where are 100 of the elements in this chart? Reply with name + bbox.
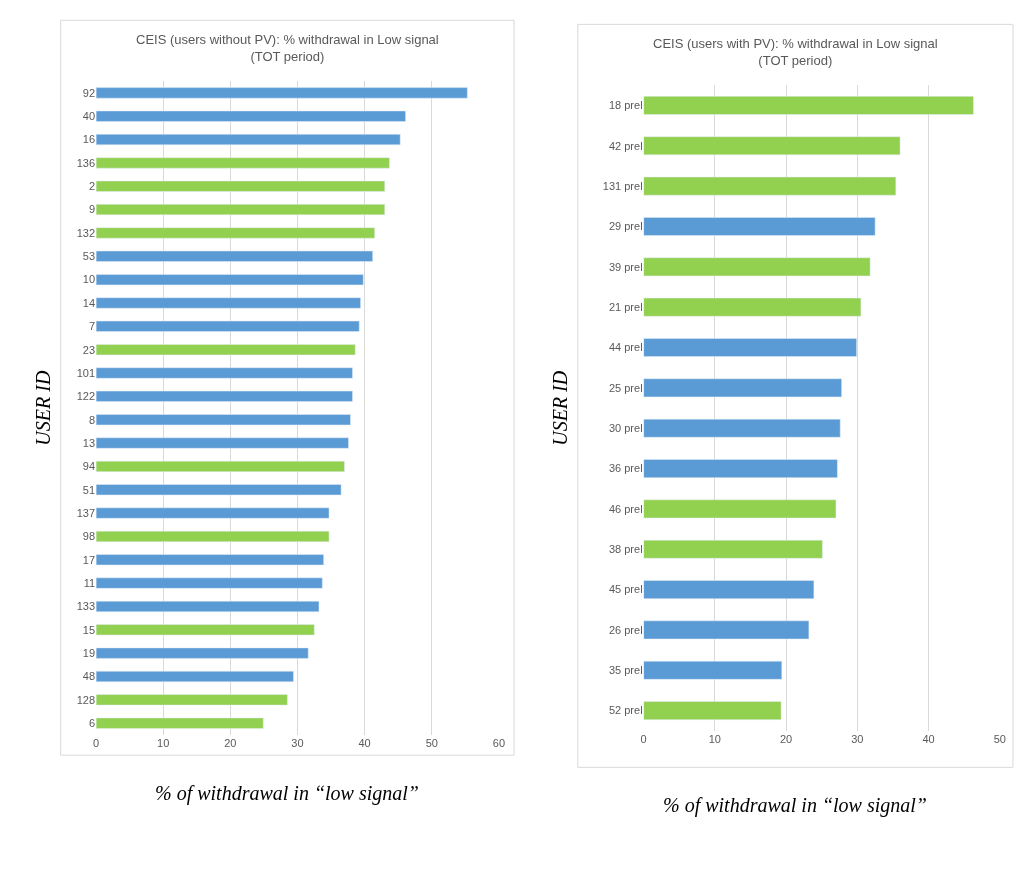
y-tick-label: 92: [82, 86, 96, 99]
bar: [643, 620, 810, 640]
bar: [96, 624, 315, 636]
y-tick-label: 38 prel: [608, 543, 643, 556]
y-tick-label: 45 prel: [608, 583, 643, 596]
bar: [643, 217, 876, 236]
bar: [96, 717, 264, 729]
bar: [96, 87, 468, 99]
bar: [643, 459, 838, 478]
y-tick-label: 51: [82, 483, 96, 496]
bar: [96, 694, 288, 706]
y-axis-title: USER ID: [548, 370, 571, 446]
y-tick-label: 18 prel: [608, 99, 643, 112]
x-tick-label: 10: [157, 736, 170, 749]
bar: [643, 176, 897, 196]
y-tick-label: 136: [76, 156, 96, 169]
y-tick-label: 14: [82, 296, 96, 309]
y-tick-label: 36 prel: [608, 462, 643, 475]
bar: [96, 390, 353, 402]
y-tick-label: 128: [76, 693, 96, 706]
x-tick-label: 0: [93, 736, 100, 749]
bar: [643, 257, 871, 277]
y-tick-label: 15: [82, 623, 96, 636]
x-tick-label: 0: [640, 732, 647, 745]
y-tick-label: 23: [82, 343, 96, 356]
y-tick-label: 137: [76, 506, 96, 519]
bar: [96, 227, 375, 239]
x-tick-label: 30: [851, 732, 864, 745]
bar: [96, 670, 294, 682]
bar: [96, 367, 353, 379]
x-tick-label: 20: [779, 732, 793, 745]
y-tick-label: 53: [82, 250, 96, 263]
bar: [96, 297, 361, 309]
bar: [96, 274, 364, 286]
bar: [96, 180, 386, 192]
x-tick-label: 50: [425, 736, 438, 749]
y-tick-label: 17: [82, 553, 96, 566]
bar: [96, 600, 320, 612]
bar: [643, 96, 974, 115]
y-tick-label: 101: [76, 366, 96, 379]
bar: [96, 320, 360, 332]
x-tick-label: 20: [224, 736, 237, 749]
y-tick-label: 40: [82, 110, 96, 123]
bar: [643, 378, 842, 398]
y-tick-label: 30 prel: [608, 422, 643, 435]
chart-title: CEIS (users without PV): % withdrawal in Low signal (TOT period): [136, 32, 439, 64]
y-tick-label: 29 prel: [608, 220, 643, 233]
y-tick-label: 132: [76, 226, 96, 239]
y-tick-label: 11: [83, 576, 96, 589]
bar: [96, 507, 330, 519]
y-tick-label: 19: [82, 647, 96, 659]
bar: [96, 134, 401, 146]
y-tick-label: 42 prel: [608, 139, 643, 152]
y-tick-label: 9: [88, 203, 96, 216]
bar: [643, 418, 841, 438]
bar: [96, 460, 345, 472]
x-tick-label: 40: [922, 732, 935, 745]
chart-title: CEIS (users with PV): % withdrawal in Low signal (TOT period): [653, 36, 938, 68]
y-tick-label: 48: [82, 670, 96, 683]
y-tick-label: 46 prel: [608, 502, 643, 515]
y-tick-label: 98: [82, 530, 96, 543]
y-tick-label: 10: [82, 273, 96, 286]
bar: [96, 577, 323, 589]
x-tick-label: 10: [708, 732, 721, 745]
bar: [643, 539, 823, 559]
x-tick-label: 40: [358, 736, 371, 749]
y-tick-label: 122: [76, 390, 96, 403]
y-tick-label: 35 prel: [608, 664, 643, 677]
y-tick-label: 8: [88, 413, 96, 426]
bar: [96, 437, 349, 449]
x-axis-title: % of withdrawal in “low signal”: [155, 782, 419, 805]
bar: [96, 484, 342, 496]
y-tick-label: 2: [88, 180, 96, 193]
y-axis-title: USER ID: [31, 370, 54, 446]
y-tick-label: 44 prel: [608, 341, 643, 354]
bar: [96, 110, 406, 122]
bar: [96, 250, 373, 262]
y-tick-label: 52 prel: [608, 704, 643, 717]
y-tick-label: 13: [82, 436, 96, 449]
bar: [96, 344, 356, 356]
y-tick-label: 7: [88, 320, 96, 333]
y-tick-label: 39 prel: [608, 260, 643, 273]
bar: [643, 580, 815, 599]
bar: [643, 338, 857, 357]
y-tick-label: 26 prel: [608, 623, 643, 636]
y-tick-label: 94: [82, 460, 96, 473]
bar: [96, 530, 330, 542]
y-tick-label: 25 prel: [608, 381, 643, 394]
bar: [643, 297, 862, 317]
bar: [643, 660, 783, 680]
x-tick-label: 50: [993, 732, 1006, 745]
y-tick-label: 16: [82, 133, 96, 146]
bar: [96, 554, 324, 566]
y-tick-label: 21 prel: [608, 301, 643, 314]
bar: [643, 136, 901, 156]
y-tick-label: 6: [88, 717, 96, 730]
x-axis-title: % of withdrawal in “low signal”: [663, 794, 927, 817]
bar: [96, 647, 309, 659]
y-tick-label: 131 prel: [602, 179, 643, 192]
bar: [96, 414, 351, 426]
